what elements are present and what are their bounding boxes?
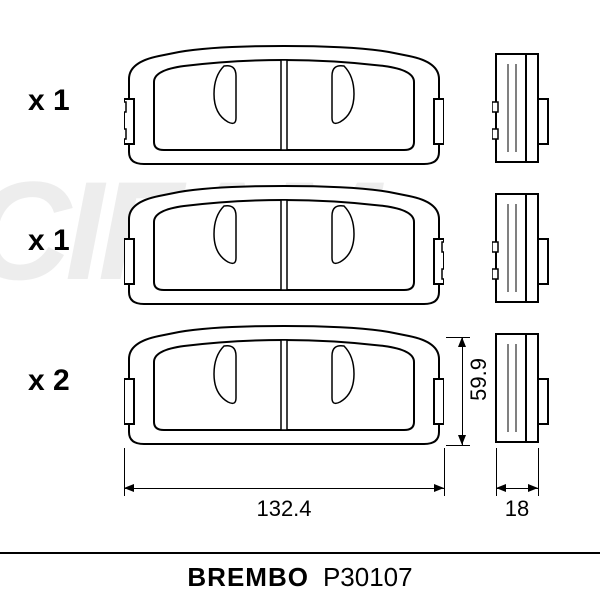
dim-thickness-arrow [496,488,538,489]
dim-height-value: 59.9 [466,358,490,401]
pad-side-1 [492,44,552,166]
brand-name: BREMBO [187,562,309,593]
pad-face-3 [124,324,444,446]
dim-width-value: 132.4 [124,496,444,522]
dim-width-arrow [124,488,444,489]
dim-height-arrow [462,337,463,445]
footer: BREMBO P30107 [0,552,600,600]
qty-label-2: x 1 [28,224,70,258]
qty-label-1: x 1 [28,84,70,118]
part-number: P30107 [323,562,413,593]
qty-label-3: x 2 [28,364,70,398]
pad-side-2 [492,184,552,306]
ext-line-width-right [444,448,445,496]
ext-line-thick-right [538,448,539,496]
pad-side-3 [492,324,552,446]
pad-face-1 [124,44,444,166]
ext-line-height-bottom [446,445,470,446]
pad-face-2 [124,184,444,306]
dim-thickness-value: 18 [492,496,542,522]
